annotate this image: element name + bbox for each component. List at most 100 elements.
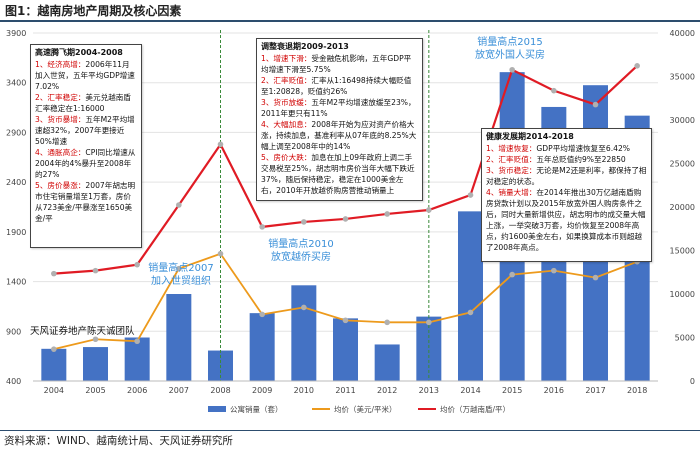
series-marker — [51, 270, 57, 277]
box3-item-key: 1、增速恢复： — [486, 144, 537, 153]
x-tick-label: 2006 — [127, 386, 147, 395]
x-tick-label: 2015 — [502, 386, 522, 395]
box1-item-text: 2006年11月加入世贸，五年平均GDP增速7.02% — [35, 60, 135, 91]
bar — [333, 318, 358, 381]
box2-item-key: 2、汇率贬值： — [261, 76, 312, 85]
y-right-tick-label: 35000 — [670, 73, 695, 82]
box2-item-key: 5、房价大跌： — [261, 153, 312, 162]
callout-2010: 销量高点2010 放宽越侨买房 — [256, 238, 346, 264]
y-right-tick-label: 15000 — [670, 247, 695, 256]
box1-item: 3、货币暴增：五年M2平均增速超32%，2007年更接近50%增速 — [35, 114, 137, 147]
x-tick-label: 2005 — [85, 386, 105, 395]
y-left-tick-label: 1900 — [6, 228, 26, 237]
box1-item-text: 五年M2平均增速超32%，2007年更接近50%增速 — [35, 115, 135, 146]
bar — [41, 348, 67, 381]
box1-item-key: 5、房价暴涨： — [35, 181, 86, 190]
legend-swatch — [208, 406, 226, 412]
box1-title: 高速腾飞期2004-2008 — [35, 48, 123, 57]
box1-item-key: 1、经济高增： — [35, 60, 86, 69]
box1-item-key: 4、通胀高企： — [35, 148, 86, 157]
series-marker — [259, 311, 265, 318]
box2-title: 调整衰退期2009-2013 — [261, 42, 349, 51]
box1-item: 1、经济高增：2006年11月加入世贸，五年平均GDP增速7.02% — [35, 59, 137, 92]
box3-item: 1、增速恢复：GDP平均增速恢复至6.42% — [486, 143, 647, 154]
callout-2015-line2: 放宽外国人买房 — [475, 50, 545, 61]
x-tick-label: 2016 — [544, 386, 564, 395]
series-marker — [551, 267, 557, 274]
box2-item-text: 2008年开始为应对资产价格大涨，持续加息，基准利率从07年底的8.25%大幅上… — [261, 120, 417, 151]
series-marker — [551, 87, 557, 94]
y-left-tick-label: 3900 — [6, 29, 26, 38]
y-left-tick-label: 2900 — [6, 128, 26, 137]
box1-item: 4、通胀高企：CPI同比增速从2004年的4%暴升至2008年的27% — [35, 147, 137, 180]
legend: 公寓销量（套） 均价（美元/平米） 均价（万越南盾/平） — [208, 404, 510, 414]
box3-item-key: 3、货币稳定： — [486, 166, 537, 175]
box3-item-text: 五年总贬值约9%至22850 — [536, 155, 626, 164]
x-tick-label: 2007 — [169, 386, 189, 395]
series-marker — [134, 338, 140, 345]
box2-item-text: 加息在加上09年政府上调二手交易税至25%，胡志明市房价当年大幅下跌近37%，随… — [261, 153, 415, 195]
callout-2007-line1: 销量高点2007 — [148, 263, 214, 274]
callout-2007-line2: 加入世贸组织 — [151, 276, 211, 287]
y-right-tick-label: 10000 — [670, 290, 695, 299]
box2-item: 4、大幅加息：2008年开始为应对资产价格大涨，持续加息，基准利率从07年底的8… — [261, 119, 418, 152]
box2-item: 1、增速下滑：受金融危机影响，五年GDP平均增速下滑至5.75% — [261, 53, 418, 75]
callout-2010-line1: 销量高点2010 — [268, 239, 334, 250]
box3-item: 3、货币稳定：无论是M2还是利率，都保持了相对稳定的状态。 — [486, 165, 647, 187]
line-series — [51, 63, 640, 352]
x-tick-label: 2009 — [252, 386, 272, 395]
annotation-box-boom: 高速腾飞期2004-2008 1、经济高增：2006年11月加入世贸，五年平均GD… — [30, 44, 142, 248]
series-marker — [301, 219, 307, 225]
box3-item-key: 4、销量大增： — [486, 188, 537, 197]
box2-item-key: 1、增速下滑： — [261, 54, 312, 63]
axis-ticks: 400 900 1400 1900 2400 2900 3400 3900 0 5000 10000… — [6, 29, 695, 395]
y-right-tick-label: 20000 — [670, 203, 695, 212]
box3-item: 4、销量大增：在2014年推出30万亿越南盾购房贷款计划以及2015年放宽外国人… — [486, 187, 647, 253]
source-note: 资料来源：WIND、越南统计局、天风证券研究所 — [4, 435, 233, 447]
page-title: 图1：越南房地产周期及核心因素 — [5, 4, 182, 18]
series-marker — [342, 216, 349, 222]
box3-item-key: 2、汇率贬值： — [486, 155, 537, 164]
box3-item: 2、汇率贬值：五年总贬值约9%至22850 — [486, 154, 647, 165]
x-tick-label: 2010 — [294, 386, 314, 395]
annotation-box-recession: 调整衰退期2009-2013 1、增速下滑：受金融危机影响，五年GDP平均增速下滑… — [256, 38, 423, 201]
y-left-tick-label: 400 — [6, 377, 21, 386]
box2-item-text: 受金融危机影响，五年GDP平均增速下滑至5.75% — [261, 54, 412, 74]
series-marker — [384, 211, 390, 217]
series-marker — [301, 304, 307, 311]
series-marker — [176, 265, 182, 272]
callout-2015: 销量高点2015 放宽外国人买房 — [462, 36, 558, 62]
y-right-tick-label: 5000 — [675, 334, 695, 343]
box3-title: 健康发展期2014-2018 — [486, 132, 574, 141]
y-left-tick-label: 3400 — [6, 79, 26, 88]
annotation-box-healthy: 健康发展期2014-2018 1、增速恢复：GDP平均增速恢复至6.42% 2、汇率… — [481, 128, 652, 262]
box2-item: 2、汇率贬值：汇率从1:16498持续大幅贬值至1:20828，贬值约26% — [261, 75, 418, 97]
bar — [166, 294, 192, 381]
y-left-tick-label: 900 — [6, 327, 21, 336]
box1-item-text: CPI同比增速从2004年的4%暴升至2008年的27% — [35, 148, 136, 179]
box2-item-text: 五年M2平均增速放缓至23%，2011年更只有11% — [261, 98, 416, 118]
bar — [291, 285, 317, 381]
series-marker — [509, 66, 515, 73]
series-marker — [592, 274, 599, 281]
y-left-tick-label: 2400 — [6, 178, 26, 187]
title-rule — [0, 20, 700, 22]
box3-item-text: 无论是M2还是利率，都保持了相对稳定的状态。 — [486, 166, 647, 186]
series-marker — [51, 346, 57, 352]
box1-item-text: 美元兑越南盾汇率稳定在1:16000 — [35, 93, 131, 113]
series-marker — [92, 267, 99, 274]
bar — [374, 344, 400, 381]
series-marker — [259, 224, 265, 230]
series-marker — [217, 141, 224, 148]
x-tick-label: 2011 — [335, 386, 355, 395]
series-marker — [426, 207, 432, 213]
series-marker — [342, 317, 349, 324]
box1-item: 2、汇率稳定：美元兑越南盾汇率稳定在1:16000 — [35, 92, 137, 114]
x-tick-label: 2018 — [627, 386, 647, 395]
series-marker — [592, 101, 599, 108]
box1-item-key: 2、汇率稳定： — [35, 93, 86, 102]
y-right-tick-label: 0 — [690, 377, 695, 386]
x-tick-label: 2012 — [377, 386, 397, 395]
box2-item-text: 汇率从1:16498持续大幅贬值至1:20828，贬值约26% — [261, 76, 412, 96]
box2-item-key: 3、货币放缓： — [261, 98, 312, 107]
